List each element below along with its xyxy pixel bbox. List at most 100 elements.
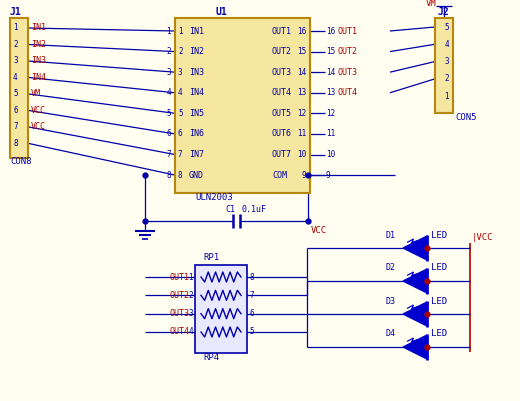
Polygon shape — [403, 236, 427, 260]
Text: 6: 6 — [13, 106, 18, 115]
Text: D2: D2 — [385, 263, 395, 273]
Text: 9: 9 — [326, 170, 331, 180]
Bar — [195, 265, 247, 353]
Text: 4: 4 — [13, 73, 18, 82]
Text: 4: 4 — [166, 88, 171, 97]
Text: OUT5: OUT5 — [272, 109, 292, 118]
Text: 2: 2 — [166, 47, 171, 56]
Text: OUT7: OUT7 — [272, 150, 292, 159]
Text: 3: 3 — [178, 68, 183, 77]
Text: 1: 1 — [13, 24, 18, 32]
Text: IN7: IN7 — [189, 150, 204, 159]
Text: 1: 1 — [166, 26, 171, 36]
Text: 3: 3 — [188, 309, 193, 318]
Text: IN5: IN5 — [189, 109, 204, 118]
Text: 1: 1 — [178, 26, 183, 36]
Text: RP4: RP4 — [203, 354, 219, 363]
Text: 3: 3 — [13, 57, 18, 65]
Text: 11: 11 — [326, 130, 335, 138]
Text: J1: J1 — [10, 7, 22, 17]
Text: U1: U1 — [215, 7, 227, 17]
Text: 9: 9 — [302, 170, 306, 180]
Text: 5: 5 — [249, 328, 254, 336]
Text: OUT1: OUT1 — [170, 273, 190, 282]
Text: 14: 14 — [326, 68, 335, 77]
Text: 0.1uF: 0.1uF — [241, 205, 267, 215]
Text: 6: 6 — [249, 309, 254, 318]
Text: IN2: IN2 — [31, 40, 46, 49]
Text: IN3: IN3 — [189, 68, 204, 77]
Text: VCC: VCC — [31, 122, 46, 131]
Text: 15: 15 — [326, 47, 335, 56]
Text: 7: 7 — [13, 122, 18, 131]
Text: VCC: VCC — [31, 106, 46, 115]
Text: 4: 4 — [178, 88, 183, 97]
Text: 13: 13 — [326, 88, 335, 97]
Text: OUT3: OUT3 — [272, 68, 292, 77]
Text: IN1: IN1 — [31, 24, 46, 32]
Text: D4: D4 — [385, 330, 395, 338]
Text: 10: 10 — [297, 150, 306, 159]
Text: 1: 1 — [188, 273, 193, 282]
Text: 6: 6 — [178, 130, 183, 138]
Text: VM: VM — [31, 89, 41, 98]
Text: LED: LED — [431, 263, 447, 273]
Text: 2: 2 — [188, 291, 193, 300]
Text: OUT4: OUT4 — [338, 88, 358, 97]
Text: OUT2: OUT2 — [338, 47, 358, 56]
Text: IN2: IN2 — [189, 47, 204, 56]
Text: 8: 8 — [249, 273, 254, 282]
Text: 14: 14 — [297, 68, 306, 77]
Text: 6: 6 — [166, 130, 171, 138]
Text: 4: 4 — [188, 328, 193, 336]
Text: 10: 10 — [326, 150, 335, 159]
Text: 2: 2 — [13, 40, 18, 49]
Text: GND: GND — [189, 170, 204, 180]
Text: COM: COM — [272, 170, 287, 180]
Text: OUT1: OUT1 — [338, 26, 358, 36]
Bar — [175, 18, 310, 193]
Text: 5: 5 — [178, 109, 183, 118]
Text: 5: 5 — [445, 22, 449, 32]
Polygon shape — [403, 269, 427, 293]
Text: IN1: IN1 — [189, 26, 204, 36]
Text: CON5: CON5 — [455, 113, 476, 122]
Text: IN6: IN6 — [189, 130, 204, 138]
Text: 16: 16 — [297, 26, 306, 36]
Text: 7: 7 — [178, 150, 183, 159]
Text: ULN2003: ULN2003 — [195, 194, 232, 203]
Text: 13: 13 — [297, 88, 306, 97]
Text: VM: VM — [426, 0, 437, 8]
Text: D1: D1 — [385, 231, 395, 239]
Text: OUT1: OUT1 — [272, 26, 292, 36]
Bar — [10, 18, 28, 158]
Text: RP1: RP1 — [203, 253, 219, 263]
Text: 3: 3 — [166, 68, 171, 77]
Text: LED: LED — [431, 231, 447, 239]
Text: IN3: IN3 — [31, 57, 46, 65]
Text: CON8: CON8 — [10, 158, 32, 166]
Text: 4: 4 — [445, 40, 449, 49]
Text: LED: LED — [431, 296, 447, 306]
Text: OUT4: OUT4 — [170, 328, 190, 336]
Text: IN4: IN4 — [31, 73, 46, 82]
Text: 1: 1 — [445, 91, 449, 101]
Text: 5: 5 — [13, 89, 18, 98]
Polygon shape — [403, 302, 427, 326]
Text: 12: 12 — [326, 109, 335, 118]
Text: D3: D3 — [385, 296, 395, 306]
Text: OUT2: OUT2 — [170, 291, 190, 300]
Text: 7: 7 — [249, 291, 254, 300]
Text: C1: C1 — [226, 205, 236, 215]
Text: 15: 15 — [297, 47, 306, 56]
Text: 8: 8 — [178, 170, 183, 180]
Text: 3: 3 — [445, 57, 449, 66]
Text: 2: 2 — [445, 74, 449, 83]
Text: J2: J2 — [437, 7, 449, 17]
Text: VCC: VCC — [310, 226, 327, 235]
Text: OUT2: OUT2 — [272, 47, 292, 56]
Text: 8: 8 — [13, 139, 18, 148]
Text: 5: 5 — [166, 109, 171, 118]
Polygon shape — [403, 335, 427, 359]
Text: OUT3: OUT3 — [338, 68, 358, 77]
